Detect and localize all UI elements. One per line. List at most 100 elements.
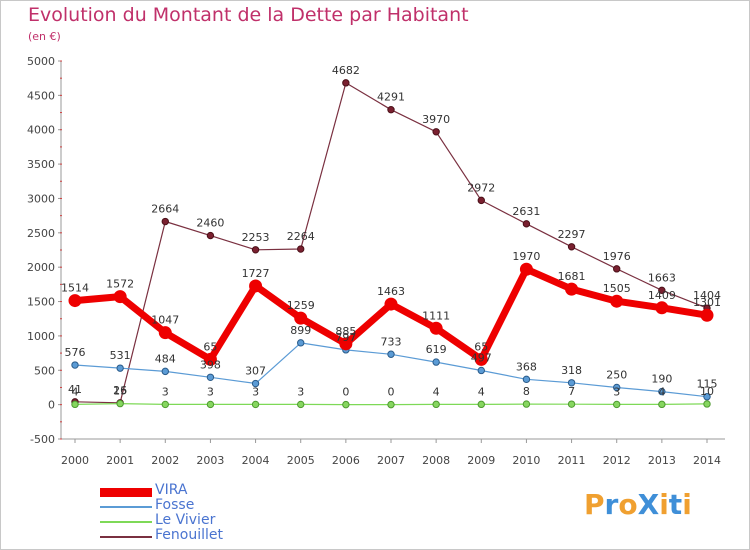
data-point (206, 373, 215, 381)
series-fenouillet (71, 79, 711, 407)
data-point (658, 387, 666, 396)
y-tick-label: 3000 (27, 192, 55, 205)
data-label: 3 (613, 385, 620, 398)
data-label: 1301 (693, 296, 721, 309)
data-label: 4 (433, 385, 440, 398)
y-tick-label: 1000 (27, 330, 55, 343)
data-point (658, 286, 666, 295)
x-tick-label: 2004 (242, 454, 270, 467)
x-tick-label: 2005 (287, 454, 315, 467)
proxiti-logo: ProXiti (584, 488, 692, 521)
data-point (655, 301, 669, 315)
data-point (387, 106, 395, 114)
data-point (613, 400, 621, 409)
data-label: 1727 (242, 267, 270, 280)
data-label: 3970 (422, 113, 450, 126)
data-label: 1409 (648, 289, 676, 302)
data-label: 4 (658, 385, 665, 398)
data-point (158, 326, 172, 340)
data-point (387, 400, 395, 409)
y-tick-label: -500 (30, 433, 55, 446)
x-tick-label: 2013 (648, 454, 676, 467)
logo-letter: t (668, 488, 683, 521)
data-label: 2253 (242, 231, 270, 244)
data-point (342, 400, 350, 409)
data-point (432, 400, 440, 409)
chart-label-layer: 41 26 2664 2460 2253 2264 4682 4291 3970 2972 2631… (61, 64, 721, 399)
x-tick-label: 2006 (332, 454, 360, 467)
chart-axes: -500050010001500200025003000350040004500… (27, 55, 725, 467)
data-label: 307 (245, 365, 266, 378)
data-label: 7 (568, 385, 575, 398)
data-label: 2631 (512, 205, 540, 218)
data-point (71, 400, 79, 409)
x-tick-label: 2002 (151, 454, 179, 467)
data-point (206, 231, 215, 240)
logo-letter: o (618, 488, 638, 521)
labels-fenouillet: 41 26 2664 2460 2253 2264 4682 4291 3970 2972 2631… (68, 64, 721, 397)
data-label: 4 (478, 385, 485, 398)
data-point (384, 297, 398, 311)
x-tick-label: 2009 (467, 454, 495, 467)
data-point (567, 400, 576, 408)
data-point (297, 245, 305, 253)
data-label: 41 (68, 383, 82, 396)
legend-item-fenouillet: Fenouillet (100, 527, 320, 544)
data-point (700, 308, 714, 322)
series-le-vivier (71, 399, 711, 409)
data-label: 885 (335, 325, 356, 338)
data-point (251, 246, 260, 254)
data-point (610, 294, 624, 308)
logo-letter: i (682, 488, 692, 521)
legend-label: VIRA (155, 482, 188, 498)
logo-letter: P (584, 488, 605, 521)
data-label: 1976 (603, 250, 631, 263)
data-label: 65 (474, 340, 488, 353)
data-label: 2264 (287, 230, 315, 243)
data-point (519, 262, 533, 276)
x-tick-label: 2000 (61, 454, 89, 467)
data-point (429, 321, 443, 335)
data-label: 318 (561, 364, 582, 377)
data-label: 1681 (558, 270, 586, 283)
data-point (251, 400, 260, 409)
data-label: 1505 (603, 282, 631, 295)
x-tick-label: 2014 (693, 454, 721, 467)
x-tick-label: 2011 (558, 454, 586, 467)
data-label: 2664 (151, 203, 179, 216)
data-point (161, 400, 169, 409)
y-tick-label: 3500 (27, 158, 55, 171)
data-point (116, 364, 124, 372)
data-label: 1514 (61, 282, 89, 295)
data-point (567, 243, 576, 251)
data-label: 65 (203, 340, 217, 353)
data-label: 0 (342, 386, 349, 399)
y-tick-label: 4000 (27, 124, 55, 137)
data-point (477, 196, 485, 205)
data-label: 1404 (693, 289, 721, 302)
data-point (522, 400, 531, 408)
data-point (522, 220, 531, 228)
data-label: 2297 (558, 228, 586, 241)
legend-item-vira: VIRA (100, 482, 320, 499)
data-label: 368 (516, 360, 537, 373)
chart-unit: (en €) (28, 30, 61, 43)
data-label: 4291 (377, 91, 405, 104)
data-label: 3 (207, 385, 214, 398)
data-label: 4682 (332, 64, 360, 77)
data-label: 1970 (512, 250, 540, 263)
data-label: 619 (426, 343, 447, 356)
data-label: 3 (252, 385, 259, 398)
x-tick-label: 2007 (377, 454, 405, 467)
data-point (161, 367, 169, 376)
data-label: 1259 (287, 299, 315, 312)
data-point (522, 375, 531, 384)
legend-swatch (100, 487, 152, 497)
data-label: 2460 (196, 217, 224, 230)
y-tick-label: 2000 (27, 261, 55, 274)
x-tick-label: 2001 (106, 454, 134, 467)
data-label: 10 (700, 385, 714, 398)
data-label: 115 (697, 378, 718, 391)
